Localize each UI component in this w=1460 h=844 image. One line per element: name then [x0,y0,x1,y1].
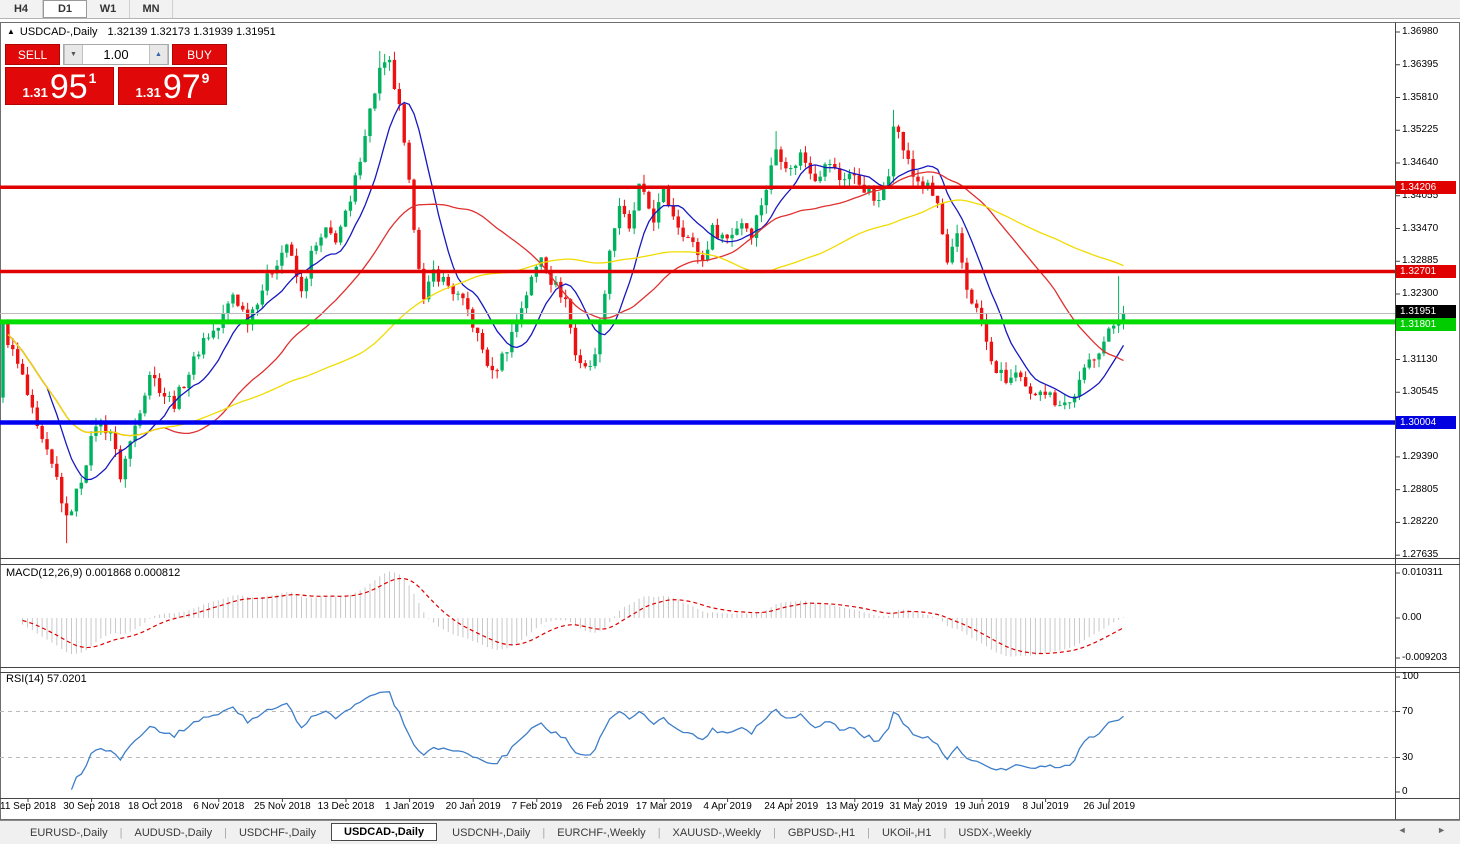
trade-quotes-row: 1.31 95 1 1.31 97 9 [5,67,227,105]
date-tick-label: 26 Feb 2019 [572,801,629,812]
macd-tick-label: 0.00 [1402,612,1422,623]
price-tick-label: 1.32300 [1402,288,1439,299]
price-tick-label: 1.27635 [1402,549,1439,561]
date-tick-label: 13 May 2019 [825,801,884,812]
tab-usdchf-daily[interactable]: USDCHF-,Daily [238,826,316,839]
price-tick-label: 1.29390 [1402,450,1439,462]
date-tick-label: 4 Apr 2019 [703,801,752,812]
price-tick-label: 1.34640 [1402,157,1439,168]
price-tag-1.34206: 1.34206 [1396,180,1456,194]
trade-controls-row: SELL ▼ 1.00 ▲ BUY [5,44,227,65]
price-tick-label: 1.33470 [1402,222,1439,234]
tab-separator: | [943,826,947,839]
date-tick-label: 19 Jun 2019 [954,801,1010,812]
date-tick-label: 17 Mar 2019 [635,801,693,812]
price-tick-label: 1.32885 [1402,255,1439,267]
date-tick-label: 18 Oct 2018 [127,801,183,812]
price-tick-label: 1.35225 [1402,124,1439,136]
tab-eurchf-weekly[interactable]: EURCHF-,Weekly [557,826,646,839]
date-tick-label: 8 Jul 2019 [1022,801,1069,812]
timeframe-button-mn[interactable]: MN [130,0,173,18]
volume-decrease-button[interactable]: ▼ [64,45,83,64]
tab-separator: | [119,826,123,839]
price-tag-1.31951: 1.31951 [1396,305,1456,319]
timeframe-button-d1[interactable]: D1 [43,0,87,18]
tab-audusd-daily[interactable]: AUDUSD-,Daily [134,826,213,839]
chart-header: ▲ USDCAD-,Daily 1.32139 1.32173 1.31939 1.… [7,26,276,38]
chevron-down-icon: ▼ [70,51,77,58]
date-tick-label: 31 May 2019 [889,801,948,812]
price-tick-label: 1.30545 [1402,386,1439,398]
price-tick-label: 1.36980 [1402,26,1439,37]
tab-usdx-weekly[interactable]: USDX-,Weekly [958,826,1032,839]
tab-usdcnh-daily[interactable]: USDCNH-,Daily [452,826,531,839]
tab-eurusd-daily[interactable]: EURUSD-,Daily [30,826,108,839]
buy-price-prefix: 1.31 [135,85,161,100]
tab-scroll-controls: ◄ ► [1370,825,1446,835]
tab-separator: | [657,826,661,839]
price-tag-1.30004: 1.30004 [1396,416,1456,430]
buy-button[interactable]: BUY [172,44,227,65]
volume-input[interactable]: 1.00 [103,47,129,62]
tab-separator: | [542,826,546,839]
tab-scroll-right-icon[interactable]: ► [1437,825,1446,835]
tab-gbpusd-h1[interactable]: GBPUSD-,H1 [787,826,856,839]
chart-symbol-label: USDCAD-,Daily [19,26,98,38]
sell-price-button[interactable]: 1.31 95 1 [5,67,114,105]
price-tag-1.32701: 1.32701 [1396,265,1456,279]
price-tick-label: 1.28220 [1402,516,1439,528]
date-tick-label: 30 Sep 2018 [63,801,120,812]
timeframe-toolbar: H4 D1 W1 MN [0,0,1460,19]
tab-separator: | [867,826,870,839]
sell-button[interactable]: SELL [5,44,60,65]
rsi-indicator-label: RSI(14) 57.0201 [6,673,87,685]
sell-price-pip: 1 [88,70,97,86]
price-tick-label: 1.34055 [1402,189,1439,201]
volume-stepper: ▼ 1.00 ▲ [63,44,169,65]
rsi-tick-label: 100 [1402,671,1419,682]
date-tick-label: 26 Jul 2019 [1083,801,1136,812]
tab-ukoil-h1[interactable]: UKOil-,H1 [881,826,932,839]
rsi-tick-label: 70 [1402,705,1414,717]
price-tick-label: 1.36395 [1402,58,1439,70]
macd-indicator-label: MACD(12,26,9) 0.001868 0.000812 [6,567,181,579]
one-click-trade-panel: SELL ▼ 1.00 ▲ BUY 1.31 95 1 1.31 97 9 [5,44,227,105]
chart-tab-bar: EURUSD-,Daily | AUDUSD-,Daily | USDCHF-,Dail… [0,820,1460,844]
sell-price-prefix: 1.31 [22,85,48,100]
price-tag-1.31801: 1.31801 [1396,318,1456,332]
date-tick-label: 11 Sep 2018 [0,801,56,812]
tab-separator: | [772,826,776,839]
date-tick-label: 1 Jan 2019 [384,801,435,812]
tab-scroll-left-icon[interactable]: ◄ [1397,825,1407,835]
price-tick-label: 1.35810 [1402,91,1439,103]
macd-tick-label: 0.010311 [1402,567,1443,578]
date-tick-label: 6 Nov 2018 [193,801,245,812]
timeframe-button-h4[interactable]: H4 [0,0,43,18]
rsi-tick-label: 0 [1402,786,1408,797]
buy-price-big: 97 [162,68,201,106]
timeframe-button-w1[interactable]: W1 [87,0,130,18]
collapse-icon[interactable]: ▲ [7,27,15,36]
date-tick-label: 7 Feb 2019 [511,801,563,812]
buy-price-button[interactable]: 1.31 97 9 [118,67,227,105]
price-tick-label: 1.28805 [1402,483,1439,495]
buy-price-pip: 9 [201,70,210,86]
chart-ohlc-values: 1.32139 1.32173 1.31939 1.31951 [107,26,276,38]
rsi-tick-label: 30 [1402,751,1414,763]
chevron-up-icon: ▲ [155,51,162,58]
date-tick-label: 20 Jan 2019 [445,801,501,812]
sell-price-big: 95 [49,68,88,106]
date-tick-label: 13 Dec 2018 [317,801,375,812]
chart-tabs: EURUSD-,Daily | AUDUSD-,Daily | USDCHF-,Dail… [0,821,1043,844]
tab-usdcad-daily[interactable]: USDCAD-,Daily [331,822,438,841]
price-tick-label: 1.31130 [1402,353,1438,365]
macd-tick-label: -0.009203 [1402,652,1448,663]
volume-increase-button[interactable]: ▲ [149,45,168,64]
tab-xauusd-weekly[interactable]: XAUUSD-,Weekly [672,826,761,839]
tab-separator: | [224,826,227,839]
date-tick-label: 24 Apr 2019 [764,801,819,812]
date-tick-label: 25 Nov 2018 [254,801,311,812]
